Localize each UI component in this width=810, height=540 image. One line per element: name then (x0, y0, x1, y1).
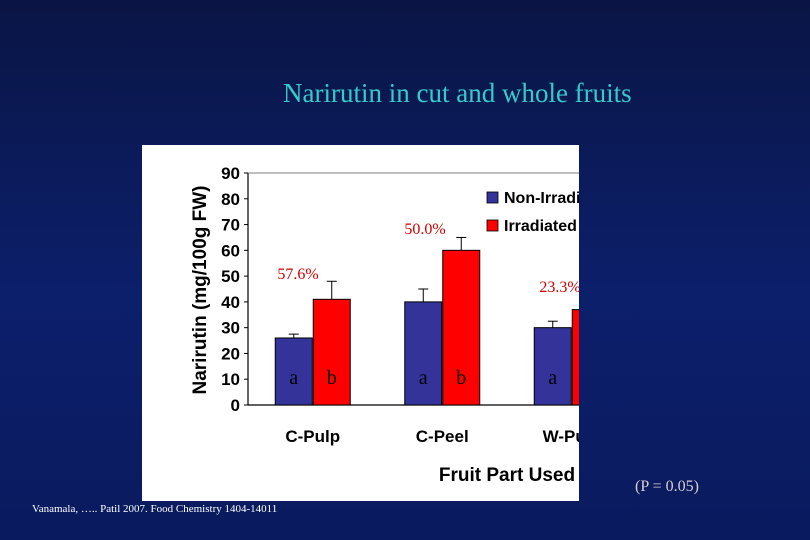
legend-label: Irradiated (504, 218, 577, 235)
slide-title: Narirutin in cut and whole fruits (283, 78, 632, 108)
legend-swatch-irradiated (486, 219, 499, 232)
legend-swatch-non-irradiated (486, 191, 499, 204)
percent-change-label: 23.3% (539, 279, 579, 296)
bar-c-pulp-non-irradiated (274, 337, 313, 406)
y-tick-label: 80 (221, 190, 240, 209)
y-tick-label: 60 (221, 241, 240, 260)
y-tick-label: 0 (231, 396, 240, 415)
bar-c-peel-irradiated (442, 249, 481, 406)
citation: Vanamala, ….. Patil 2007. Food Chemistry… (32, 503, 278, 515)
bar-chart: 0 10 20 30 40 50 60 70 80 90 Narirutin (mg/100g FW… (190, 164, 579, 486)
significance-letter: b (327, 367, 337, 389)
y-tick-label: 30 (221, 319, 240, 338)
x-axis-label: Fruit Part Used (439, 465, 575, 486)
significance-letter: a (548, 367, 557, 389)
y-tick-label: 40 (221, 293, 240, 312)
y-tick-label: 70 (221, 216, 240, 235)
y-tick-label: 20 (221, 344, 240, 363)
y-tick-label: 90 (221, 164, 240, 183)
bar-c-pulp-irradiated (312, 298, 351, 406)
significance-letter: b (456, 367, 466, 389)
bar-c-peel-non-irradiated (404, 301, 443, 406)
bar-w-pulp-irradiated (571, 309, 579, 406)
significance-letter: a (419, 367, 428, 389)
percent-change-label: 50.0% (404, 221, 445, 238)
percent-change-label: 57.6% (277, 266, 318, 283)
significance-letter: a (289, 367, 298, 389)
x-tick-label: C-Pulp (285, 427, 340, 446)
legend-label: Non-Irradiated (504, 190, 579, 207)
bar-w-pulp-non-irradiated (533, 327, 572, 406)
x-tick-label: C-Peel (416, 427, 469, 446)
y-tick-label: 10 (221, 370, 240, 389)
p-value-note: (P = 0.05) (635, 478, 699, 495)
chart-panel: 0 10 20 30 40 50 60 70 80 90 Narirutin (mg/100g FW… (142, 145, 579, 501)
x-tick-label: W-Pulp (543, 427, 579, 446)
y-tick-label: 50 (221, 267, 240, 286)
y-axis-label: Narirutin (mg/100g FW) (190, 185, 211, 394)
